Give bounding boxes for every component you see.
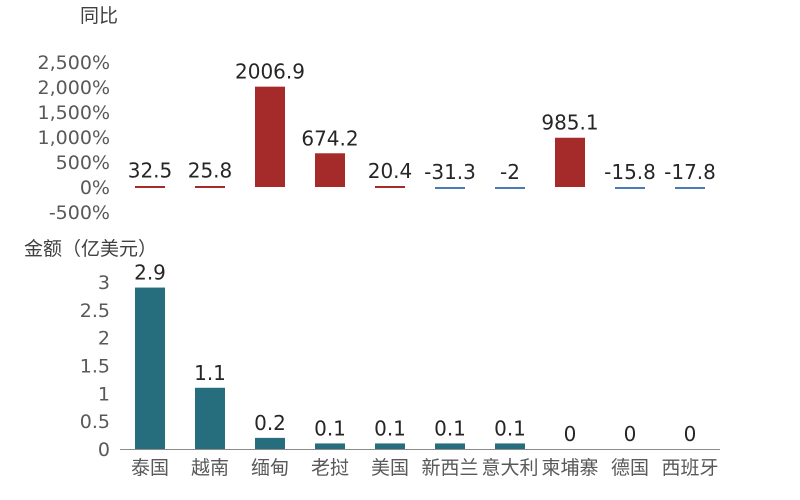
- amount-ticks: 3 2.5 2 1.5 1 0.5 0: [80, 272, 110, 461]
- yoy-ticks: 2,500% 2,000% 1,500% 1,000% 500% 0% -500%: [38, 52, 110, 224]
- amount-bar-5: [375, 443, 405, 449]
- yoy-data-label-1: 32.5: [128, 158, 173, 182]
- amount-bar-1: [135, 287, 165, 449]
- amount-tick-0: 0: [98, 439, 110, 461]
- category-label-2: 越南: [191, 457, 229, 479]
- amount-bar-2: [195, 387, 225, 449]
- yoy-tick-500: 500%: [56, 152, 110, 174]
- category-label-6: 新西兰: [421, 457, 478, 479]
- yoy-data-label-4: 674.2: [301, 126, 358, 150]
- yoy-data-label-2: 25.8: [188, 159, 233, 183]
- amount-data-label-1: 2.9: [134, 261, 166, 285]
- category-label-8: 柬埔寨: [541, 457, 598, 479]
- yoy-tick-2-500: 2,500%: [38, 52, 110, 74]
- amount-tick-0-5: 0.5: [80, 411, 110, 433]
- category-label-7: 意大利: [481, 457, 538, 479]
- yoy-bar-10: [675, 187, 705, 189]
- amount-tick-3: 3: [98, 272, 110, 294]
- yoy-bar-7: [495, 187, 525, 189]
- yoy-bar-5: [375, 186, 405, 188]
- amount-tick-1-5: 1.5: [80, 356, 110, 378]
- amount-data-label-3: 0.2: [254, 411, 286, 435]
- amount-data-label-9: 0: [624, 422, 637, 446]
- yoy-axis-title: 同比: [80, 5, 118, 27]
- yoy-tick-1-000: 1,000%: [38, 127, 110, 149]
- yoy-data-label-5: 20.4: [368, 159, 413, 183]
- yoy-bar-9: [615, 187, 645, 189]
- amount-tick-2-5: 2.5: [80, 300, 110, 322]
- amount-axis-title: 金额（亿美元）: [24, 238, 157, 260]
- amount-tick-2: 2: [98, 328, 110, 350]
- yoy-bar-4: [315, 153, 345, 187]
- amount-bar-3: [255, 437, 285, 449]
- yoy-tick-1-500: 1,500%: [38, 102, 110, 124]
- category-label-3: 缅甸: [251, 457, 289, 479]
- amount-bar-4: [315, 443, 345, 449]
- amount-bar-6: [435, 443, 465, 449]
- category-label-10: 西班牙: [661, 457, 718, 479]
- yoy-tick-0: 0%: [80, 177, 110, 199]
- category-label-1: 泰国: [131, 457, 169, 479]
- amount-data-label-2: 1.1: [194, 361, 226, 385]
- yoy-data-label-9: -15.8: [604, 160, 656, 184]
- yoy-chart: 同比 2,500% 2,000% 1,500% 1,000% 500% 0% -500% 3…: [38, 5, 716, 224]
- yoy-data-label-8: 985.1: [541, 111, 598, 135]
- yoy-data-label-6: -31.3: [424, 160, 476, 184]
- amount-bars: [135, 287, 525, 449]
- yoy-bar-2: [195, 186, 225, 188]
- amount-chart: 金额（亿美元） 3 2.5 2 1.5 1 0.5 0 2.9 1.1 0.2 0.1 0.1 0.1…: [24, 238, 720, 479]
- yoy-bar-3: [255, 86, 285, 187]
- yoy-bar-1: [135, 186, 165, 188]
- amount-data-label-8: 0: [564, 422, 577, 446]
- amount-data-label-7: 0.1: [494, 416, 526, 440]
- category-labels: 泰国 越南 缅甸 老挝 美国 新西兰 意大利 柬埔寨 德国 西班牙: [131, 457, 719, 479]
- yoy-tick-500: -500%: [49, 202, 110, 224]
- amount-data-label-6: 0.1: [434, 416, 466, 440]
- yoy-bar-6: [435, 187, 465, 189]
- amount-tick-1: 1: [98, 383, 110, 405]
- yoy-tick-2-000: 2,000%: [38, 77, 110, 99]
- amount-data-label-5: 0.1: [374, 416, 406, 440]
- category-label-5: 美国: [371, 457, 409, 479]
- yoy-data-label-3: 2006.9: [235, 60, 305, 84]
- yoy-bars: [135, 86, 705, 189]
- category-label-4: 老挝: [311, 457, 349, 479]
- amount-data-label-10: 0: [684, 422, 697, 446]
- amount-data-label-4: 0.1: [314, 416, 346, 440]
- yoy-bar-8: [555, 137, 585, 187]
- yoy-data-label-10: -17.8: [664, 160, 716, 184]
- yoy-data-labels: 32.5 25.8 2006.9 674.2 20.4 -31.3 -2 985.1 -15.8…: [128, 60, 716, 184]
- amount-bar-7: [495, 443, 525, 449]
- category-label-9: 德国: [611, 457, 649, 479]
- yoy-data-label-7: -2: [500, 160, 520, 184]
- amount-data-labels: 2.9 1.1 0.2 0.1 0.1 0.1 0.1 0 0 0: [134, 261, 696, 446]
